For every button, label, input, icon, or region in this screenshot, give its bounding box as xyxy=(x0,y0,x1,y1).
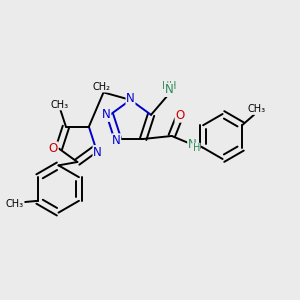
Text: CH₃: CH₃ xyxy=(51,100,69,110)
Text: N: N xyxy=(112,134,121,147)
Text: N: N xyxy=(93,146,102,159)
Text: N: N xyxy=(188,139,197,152)
Text: O: O xyxy=(175,109,184,122)
Text: H: H xyxy=(162,81,169,91)
Text: O: O xyxy=(49,142,58,155)
Text: H: H xyxy=(169,81,176,91)
Text: N: N xyxy=(126,92,135,105)
Text: H: H xyxy=(193,143,200,153)
Text: CH₃: CH₃ xyxy=(248,104,266,114)
Text: N: N xyxy=(165,83,173,96)
Text: CH₂: CH₂ xyxy=(93,82,111,92)
Text: N: N xyxy=(102,108,111,121)
Text: CH₃: CH₃ xyxy=(6,199,24,209)
